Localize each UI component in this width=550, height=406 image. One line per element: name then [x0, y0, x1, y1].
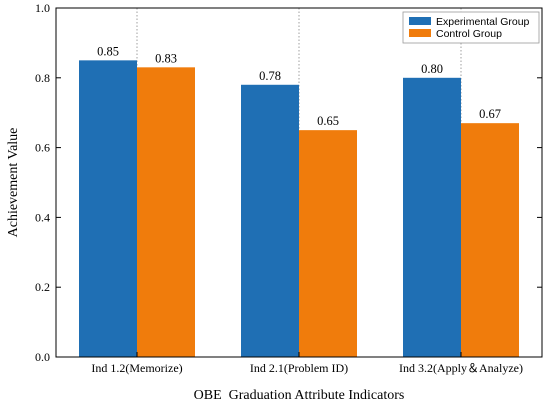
y-axis-title: Achievement Value	[6, 128, 21, 238]
x-axis-title: OBE Graduation Attribute Indicators	[194, 388, 405, 403]
x-axis: Ind 1.2(Memorize) Ind 2.1(Problem ID) Ind …	[91, 352, 523, 375]
legend-label: Experimental Group	[436, 16, 530, 28]
data-label: 0.83	[155, 51, 177, 65]
bar	[241, 84, 299, 357]
data-label: 0.85	[97, 44, 119, 58]
legend-label: Control Group	[436, 28, 502, 40]
bar	[299, 130, 357, 357]
y-tick-label: 0.0	[35, 350, 50, 364]
x-tick-label: Ind 2.1(Problem ID)	[250, 361, 348, 375]
y-tick-label: 0.4	[35, 210, 50, 224]
y-tick-label: 0.6	[35, 141, 50, 155]
bar	[403, 77, 461, 358]
bar	[461, 123, 519, 357]
legend-swatch	[409, 17, 431, 25]
data-label: 0.67	[479, 107, 501, 121]
legend-swatch	[409, 29, 431, 37]
x-tick-label: Ind 1.2(Memorize)	[91, 361, 182, 375]
bars	[79, 60, 519, 358]
data-label: 0.65	[317, 114, 339, 128]
data-labels: 0.85 0.78 0.80 0.83 0.65 0.67	[97, 44, 501, 128]
y-tick-label: 0.8	[35, 71, 50, 85]
y-tick-label: 1.0	[35, 1, 50, 15]
data-label: 0.78	[259, 69, 281, 83]
legend-box	[402, 11, 540, 44]
bar	[137, 67, 195, 357]
y-tick-label: 0.2	[35, 280, 50, 294]
x-tick-label: Ind 3.2(Apply＆Analyze)	[399, 361, 523, 375]
y-axis: 0.0 0.2 0.4 0.6 0.8 1.0	[35, 1, 542, 364]
bar	[79, 60, 137, 357]
data-label: 0.80	[421, 62, 443, 76]
